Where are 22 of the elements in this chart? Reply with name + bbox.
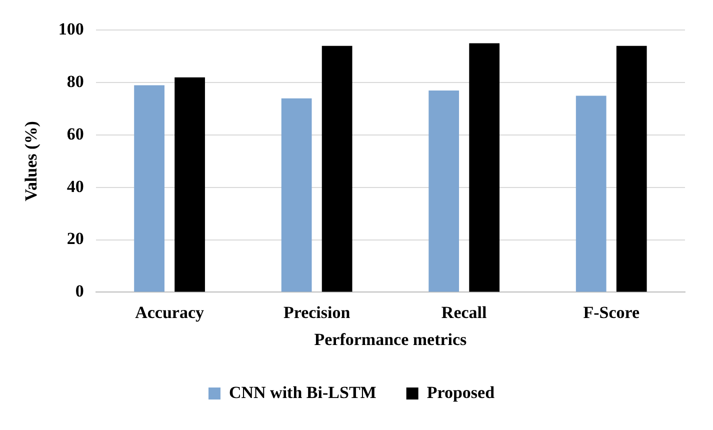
x-tick-label: F-Score: [583, 302, 640, 322]
y-tick-label: 20: [66, 229, 84, 248]
legend-label: CNN with Bi-LSTM: [228, 382, 376, 402]
bar: [134, 85, 164, 292]
y-tick-label: 80: [66, 72, 84, 91]
bar: [469, 43, 500, 292]
bar: [174, 77, 205, 292]
x-tick-label: Precision: [283, 302, 351, 322]
legend-label: Proposed: [426, 382, 496, 402]
y-tick-label: 60: [66, 124, 84, 144]
bar: [576, 96, 606, 292]
x-tick-label: Accuracy: [135, 302, 204, 322]
y-tick-label: 40: [66, 176, 84, 196]
x-tick-label: Recall: [441, 302, 488, 322]
y-tick-label: 0: [75, 282, 84, 301]
x-axis-title: Performance metrics: [314, 330, 468, 350]
bar: [281, 98, 312, 292]
bar: [322, 46, 352, 292]
bar: [616, 46, 647, 292]
bar: [428, 90, 460, 292]
y-axis-title: Values (%): [22, 121, 41, 202]
y-tick-label: 100: [58, 20, 84, 39]
